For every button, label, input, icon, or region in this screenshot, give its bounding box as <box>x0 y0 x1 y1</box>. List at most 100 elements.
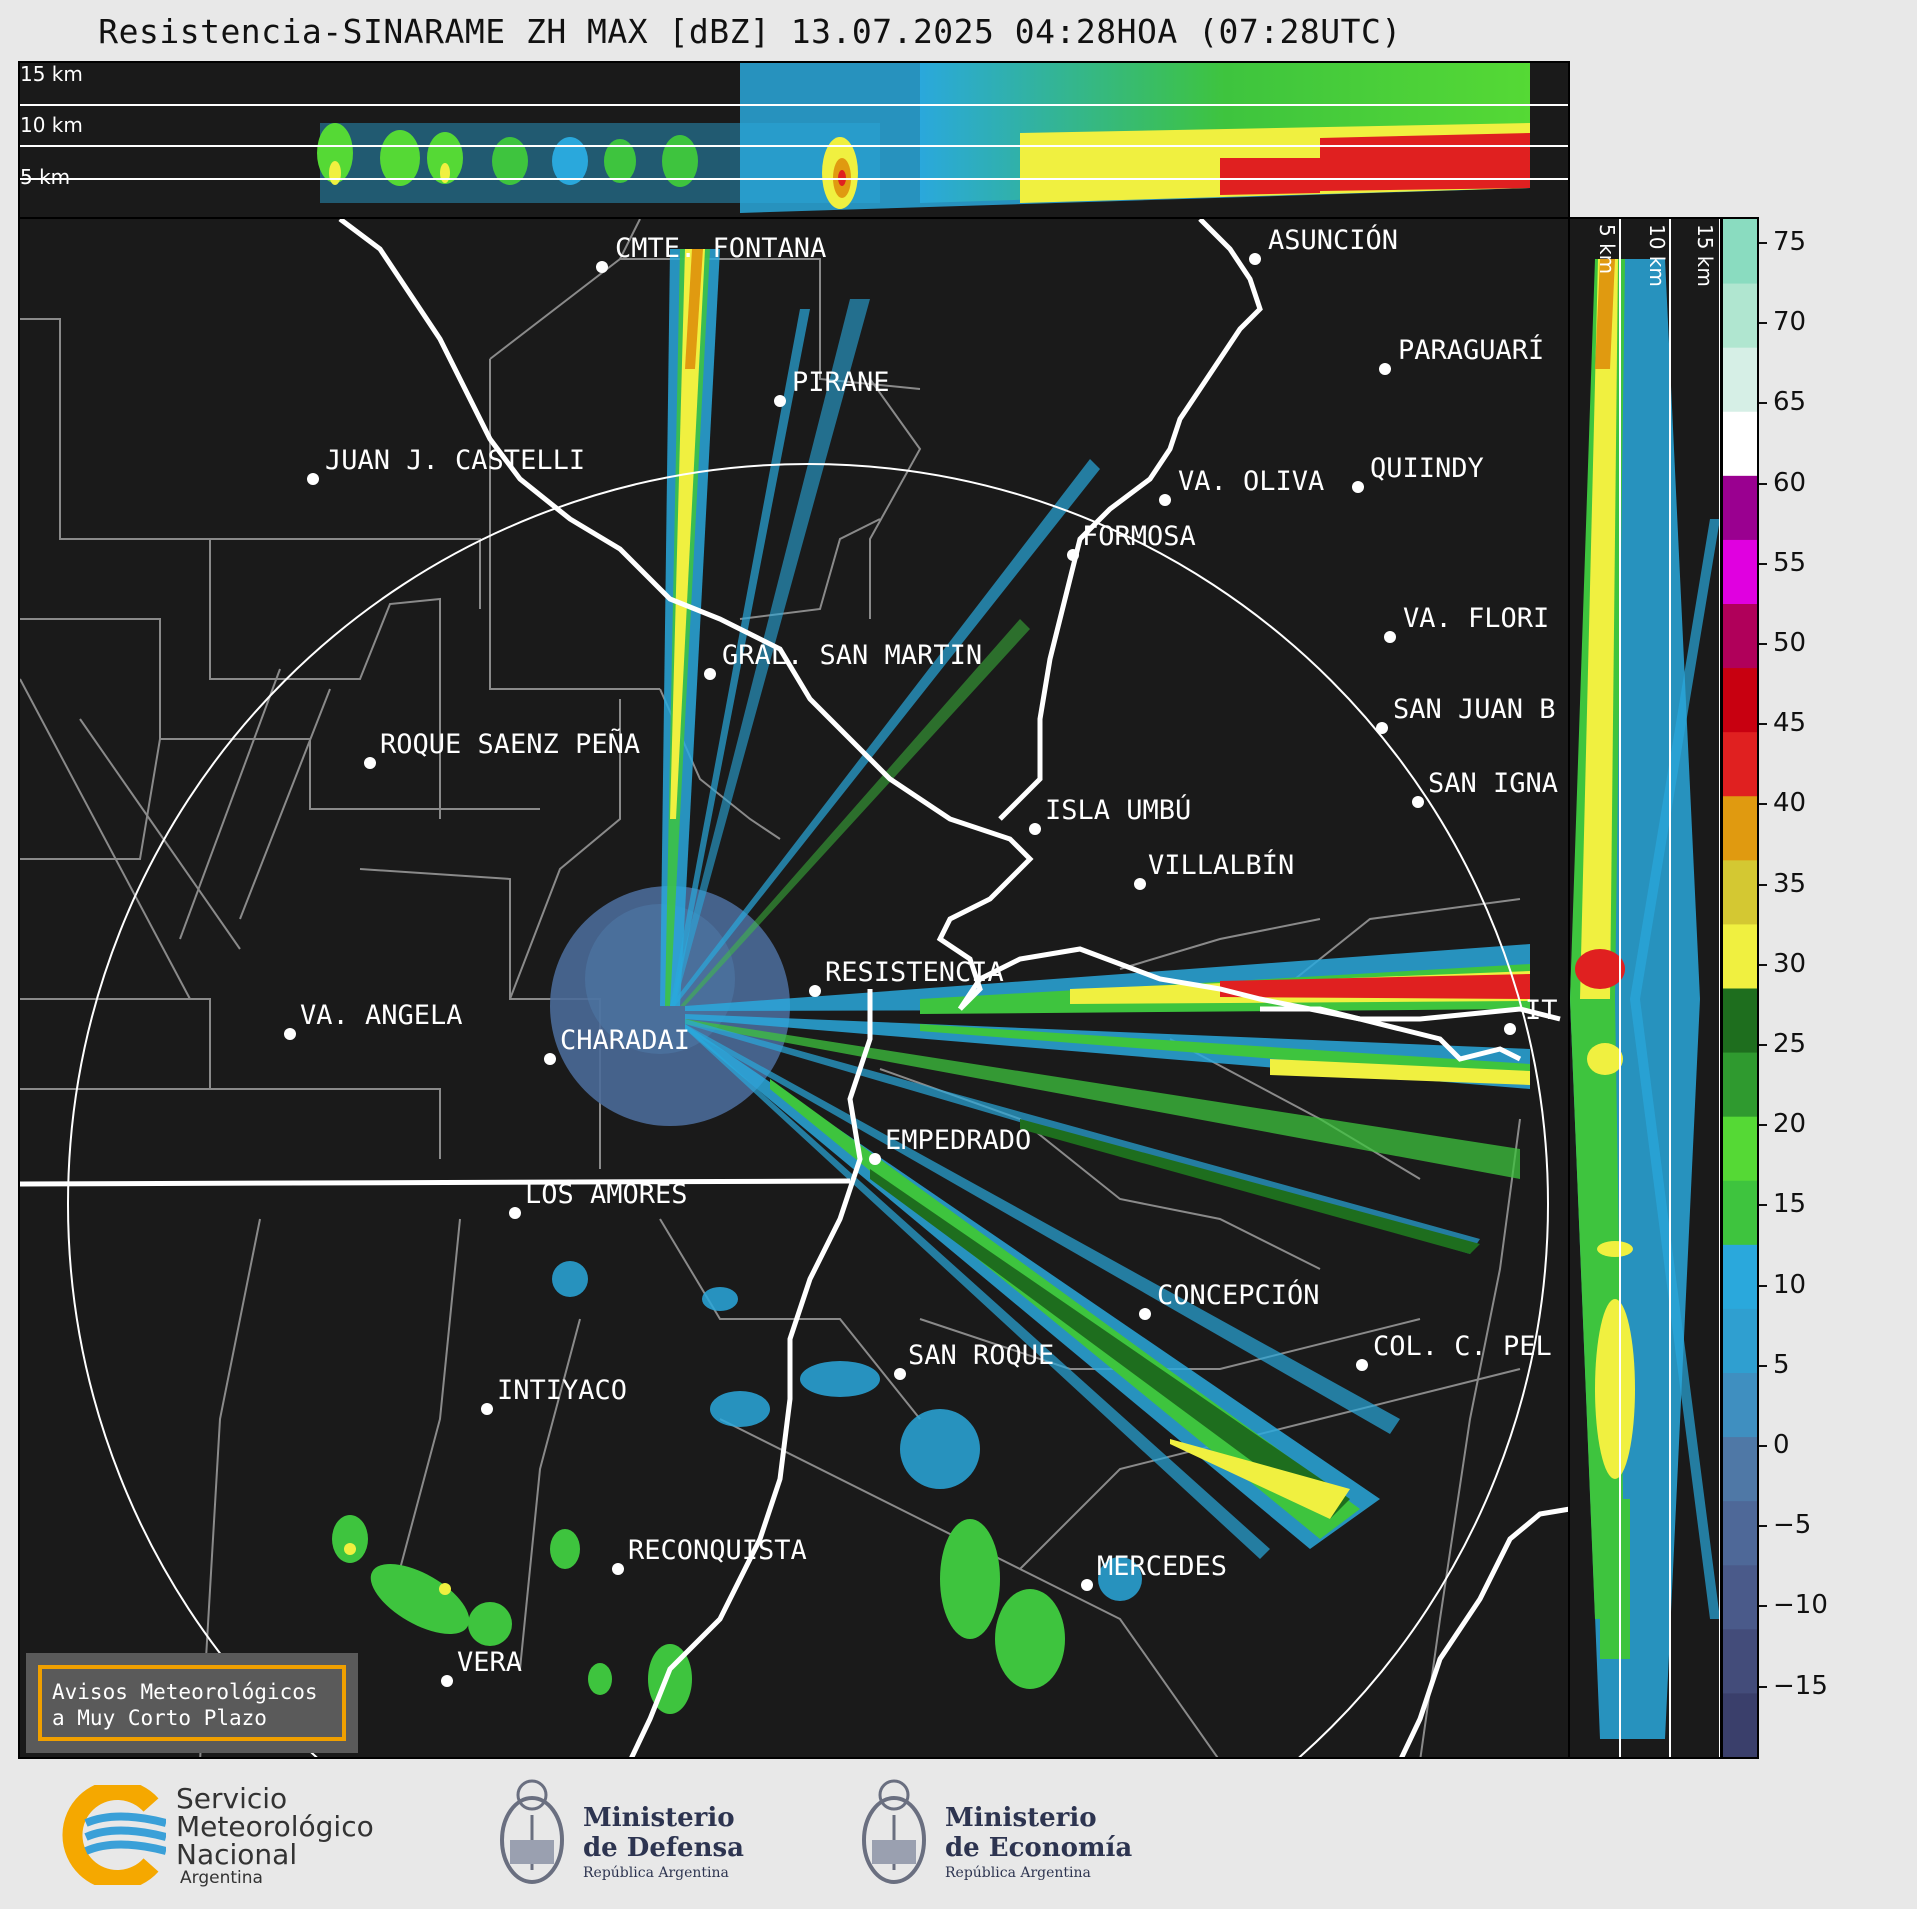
economia-coat-of-arms-icon <box>862 1779 926 1884</box>
radar-range-ring <box>67 463 1549 1757</box>
city-charadai: CHARADAI <box>544 1025 690 1065</box>
avisos-line1: Avisos Meteorológicos <box>52 1680 318 1704</box>
svg-text:SAN ROQUE: SAN ROQUE <box>908 1340 1054 1371</box>
city-concepcion: CONCEPCIÓN <box>1139 1279 1320 1320</box>
city-villalbin: VILLALBÍN <box>1134 849 1294 890</box>
colorbar-band <box>1723 795 1757 861</box>
svg-text:RECONQUISTA: RECONQUISTA <box>628 1535 807 1566</box>
svg-text:QUIINDY: QUIINDY <box>1370 453 1484 484</box>
city-intiyaco: INTIYACO <box>481 1375 627 1415</box>
colorbar-tick: 50 <box>1759 628 1806 658</box>
radar-map-svg: CMTE. FONTANA ASUNCIÓN PIRANE PARAGUARÍ … <box>20 219 1568 1757</box>
city-san-roque: SAN ROQUE <box>894 1340 1054 1380</box>
svg-text:SAN IGNA: SAN IGNA <box>1428 768 1558 799</box>
svg-text:PIRANE: PIRANE <box>792 367 890 398</box>
city-isla-umbu: ISLA UMBÚ <box>1029 794 1191 835</box>
defensa-line1: Ministerio <box>583 1803 735 1833</box>
colorbar-band <box>1723 347 1757 412</box>
svg-text:CONCEPCIÓN: CONCEPCIÓN <box>1157 1279 1320 1311</box>
colorbar-band <box>1723 988 1757 1053</box>
colorbar-tick: 30 <box>1759 949 1806 979</box>
defensa-line3: República Argentina <box>583 1865 729 1881</box>
city-cmte-fontana: CMTE. FONTANA <box>596 233 826 273</box>
economia-line3: República Argentina <box>945 1865 1091 1881</box>
colorbar-band <box>1723 603 1757 669</box>
top-10km-label: 10 km <box>20 113 83 137</box>
svg-text:INTIYACO: INTIYACO <box>497 1375 627 1406</box>
colorbar-band <box>1723 1436 1757 1502</box>
svg-text:VA. OLIVA: VA. OLIVA <box>1178 466 1324 497</box>
colorbar-tick: 65 <box>1759 387 1806 417</box>
smn-line2: Meteorológico <box>176 1810 374 1843</box>
svg-text:ASUNCIÓN: ASUNCIÓN <box>1268 224 1398 256</box>
colorbar-band <box>1723 1180 1757 1245</box>
city-juan-j-castelli: JUAN J. CASTELLI <box>307 445 585 485</box>
svg-text:FORMOSA: FORMOSA <box>1082 521 1196 552</box>
colorbar-tick: −10 <box>1759 1590 1828 1620</box>
defensa-line2: de Defensa <box>583 1833 744 1863</box>
dbz-colorbar <box>1721 217 1759 1759</box>
city-gral-san-martin: GRAL. SAN MARTIN <box>704 640 982 680</box>
colorbar-svg <box>1723 219 1757 1758</box>
colorbar-band <box>1723 283 1757 348</box>
colorbar-tick: 40 <box>1759 788 1806 818</box>
svg-text:SAN JUAN B: SAN JUAN B <box>1393 694 1556 725</box>
avisos-notice: Avisos Meteorológicos a Muy Corto Plazo <box>26 1653 358 1753</box>
city-markers: CMTE. FONTANA ASUNCIÓN PIRANE PARAGUARÍ … <box>284 224 1558 1687</box>
colorbar-band <box>1723 1116 1757 1181</box>
city-san-igna: SAN IGNA <box>1412 768 1558 808</box>
colorbar-tick: 15 <box>1759 1189 1806 1219</box>
defensa-logo: Ministerio de Defensa República Argentin… <box>495 1775 755 1895</box>
svg-text:PARAGUARÍ: PARAGUARÍ <box>1398 334 1544 366</box>
svg-text:VERA: VERA <box>457 1647 522 1678</box>
smn-line4: Argentina <box>180 1868 263 1888</box>
city-va-oliva: VA. OLIVA <box>1159 466 1324 506</box>
svg-text:IT: IT <box>1525 995 1558 1026</box>
top-profile-svg: 15 km 10 km 5 km <box>20 63 1568 213</box>
top-15km-label: 15 km <box>20 63 83 86</box>
svg-text:JUAN J. CASTELLI: JUAN J. CASTELLI <box>325 445 585 476</box>
svg-text:EMPEDRADO: EMPEDRADO <box>885 1125 1031 1156</box>
city-san-juan-b: SAN JUAN B <box>1376 694 1556 734</box>
colorbar-band <box>1723 411 1757 476</box>
city-formosa: FORMOSA <box>1067 521 1196 561</box>
colorbar-tick: 45 <box>1759 708 1806 738</box>
colorbar-tick: −5 <box>1759 1510 1811 1540</box>
smn-logo-mark <box>62 1785 166 1885</box>
colorbar-tick: −15 <box>1759 1671 1828 1701</box>
svg-text:MERCEDES: MERCEDES <box>1097 1551 1227 1582</box>
city-mercedes: MERCEDES <box>1081 1551 1227 1591</box>
city-resistencia: RESISTENCIA <box>809 957 1004 997</box>
svg-text:VA. FLORI: VA. FLORI <box>1403 603 1549 634</box>
colorbar-band <box>1723 219 1757 284</box>
colorbar-tick: 5 <box>1759 1350 1790 1380</box>
svg-text:CMTE. FONTANA: CMTE. FONTANA <box>615 233 826 264</box>
city-it: IT <box>1504 995 1558 1035</box>
city-pirane: PIRANE <box>774 367 890 407</box>
city-paraguari: PARAGUARÍ <box>1379 334 1544 375</box>
city-los-amores: LOS AMORES <box>509 1179 688 1219</box>
side-5km-label: 5 km <box>1595 224 1619 274</box>
colorbar-tick: 35 <box>1759 869 1806 899</box>
colorbar-tick: 20 <box>1759 1109 1806 1139</box>
colorbar-band <box>1723 731 1757 797</box>
chart-title: Resistencia-SINARAME ZH MAX [dBZ] 13.07.… <box>98 12 1402 51</box>
city-va-angela: VA. ANGELA <box>284 1000 463 1040</box>
colorbar-band <box>1723 667 1757 733</box>
city-col-c-pel: COL. C. PEL <box>1356 1331 1552 1371</box>
city-quiindy: QUIINDY <box>1352 453 1484 493</box>
svg-text:COL. C. PEL: COL. C. PEL <box>1373 1331 1552 1362</box>
svg-text:VILLALBÍN: VILLALBÍN <box>1148 849 1294 881</box>
colorbar-band <box>1723 1308 1757 1373</box>
economia-line1: Ministerio <box>945 1803 1097 1833</box>
economia-logo: Ministerio de Economía República Argenti… <box>857 1775 1137 1895</box>
city-reconquista: RECONQUISTA <box>612 1535 807 1575</box>
city-va-flori: VA. FLORI <box>1384 603 1549 643</box>
colorbar-tick: 55 <box>1759 548 1806 578</box>
colorbar-band <box>1723 1628 1757 1694</box>
top-5km-label: 5 km <box>20 165 70 189</box>
svg-text:ROQUE SAENZ PEÑA: ROQUE SAENZ PEÑA <box>380 728 640 760</box>
colorbar-band <box>1723 1244 1757 1309</box>
colorbar-band <box>1723 923 1757 989</box>
colorbar-band <box>1723 1500 1757 1566</box>
